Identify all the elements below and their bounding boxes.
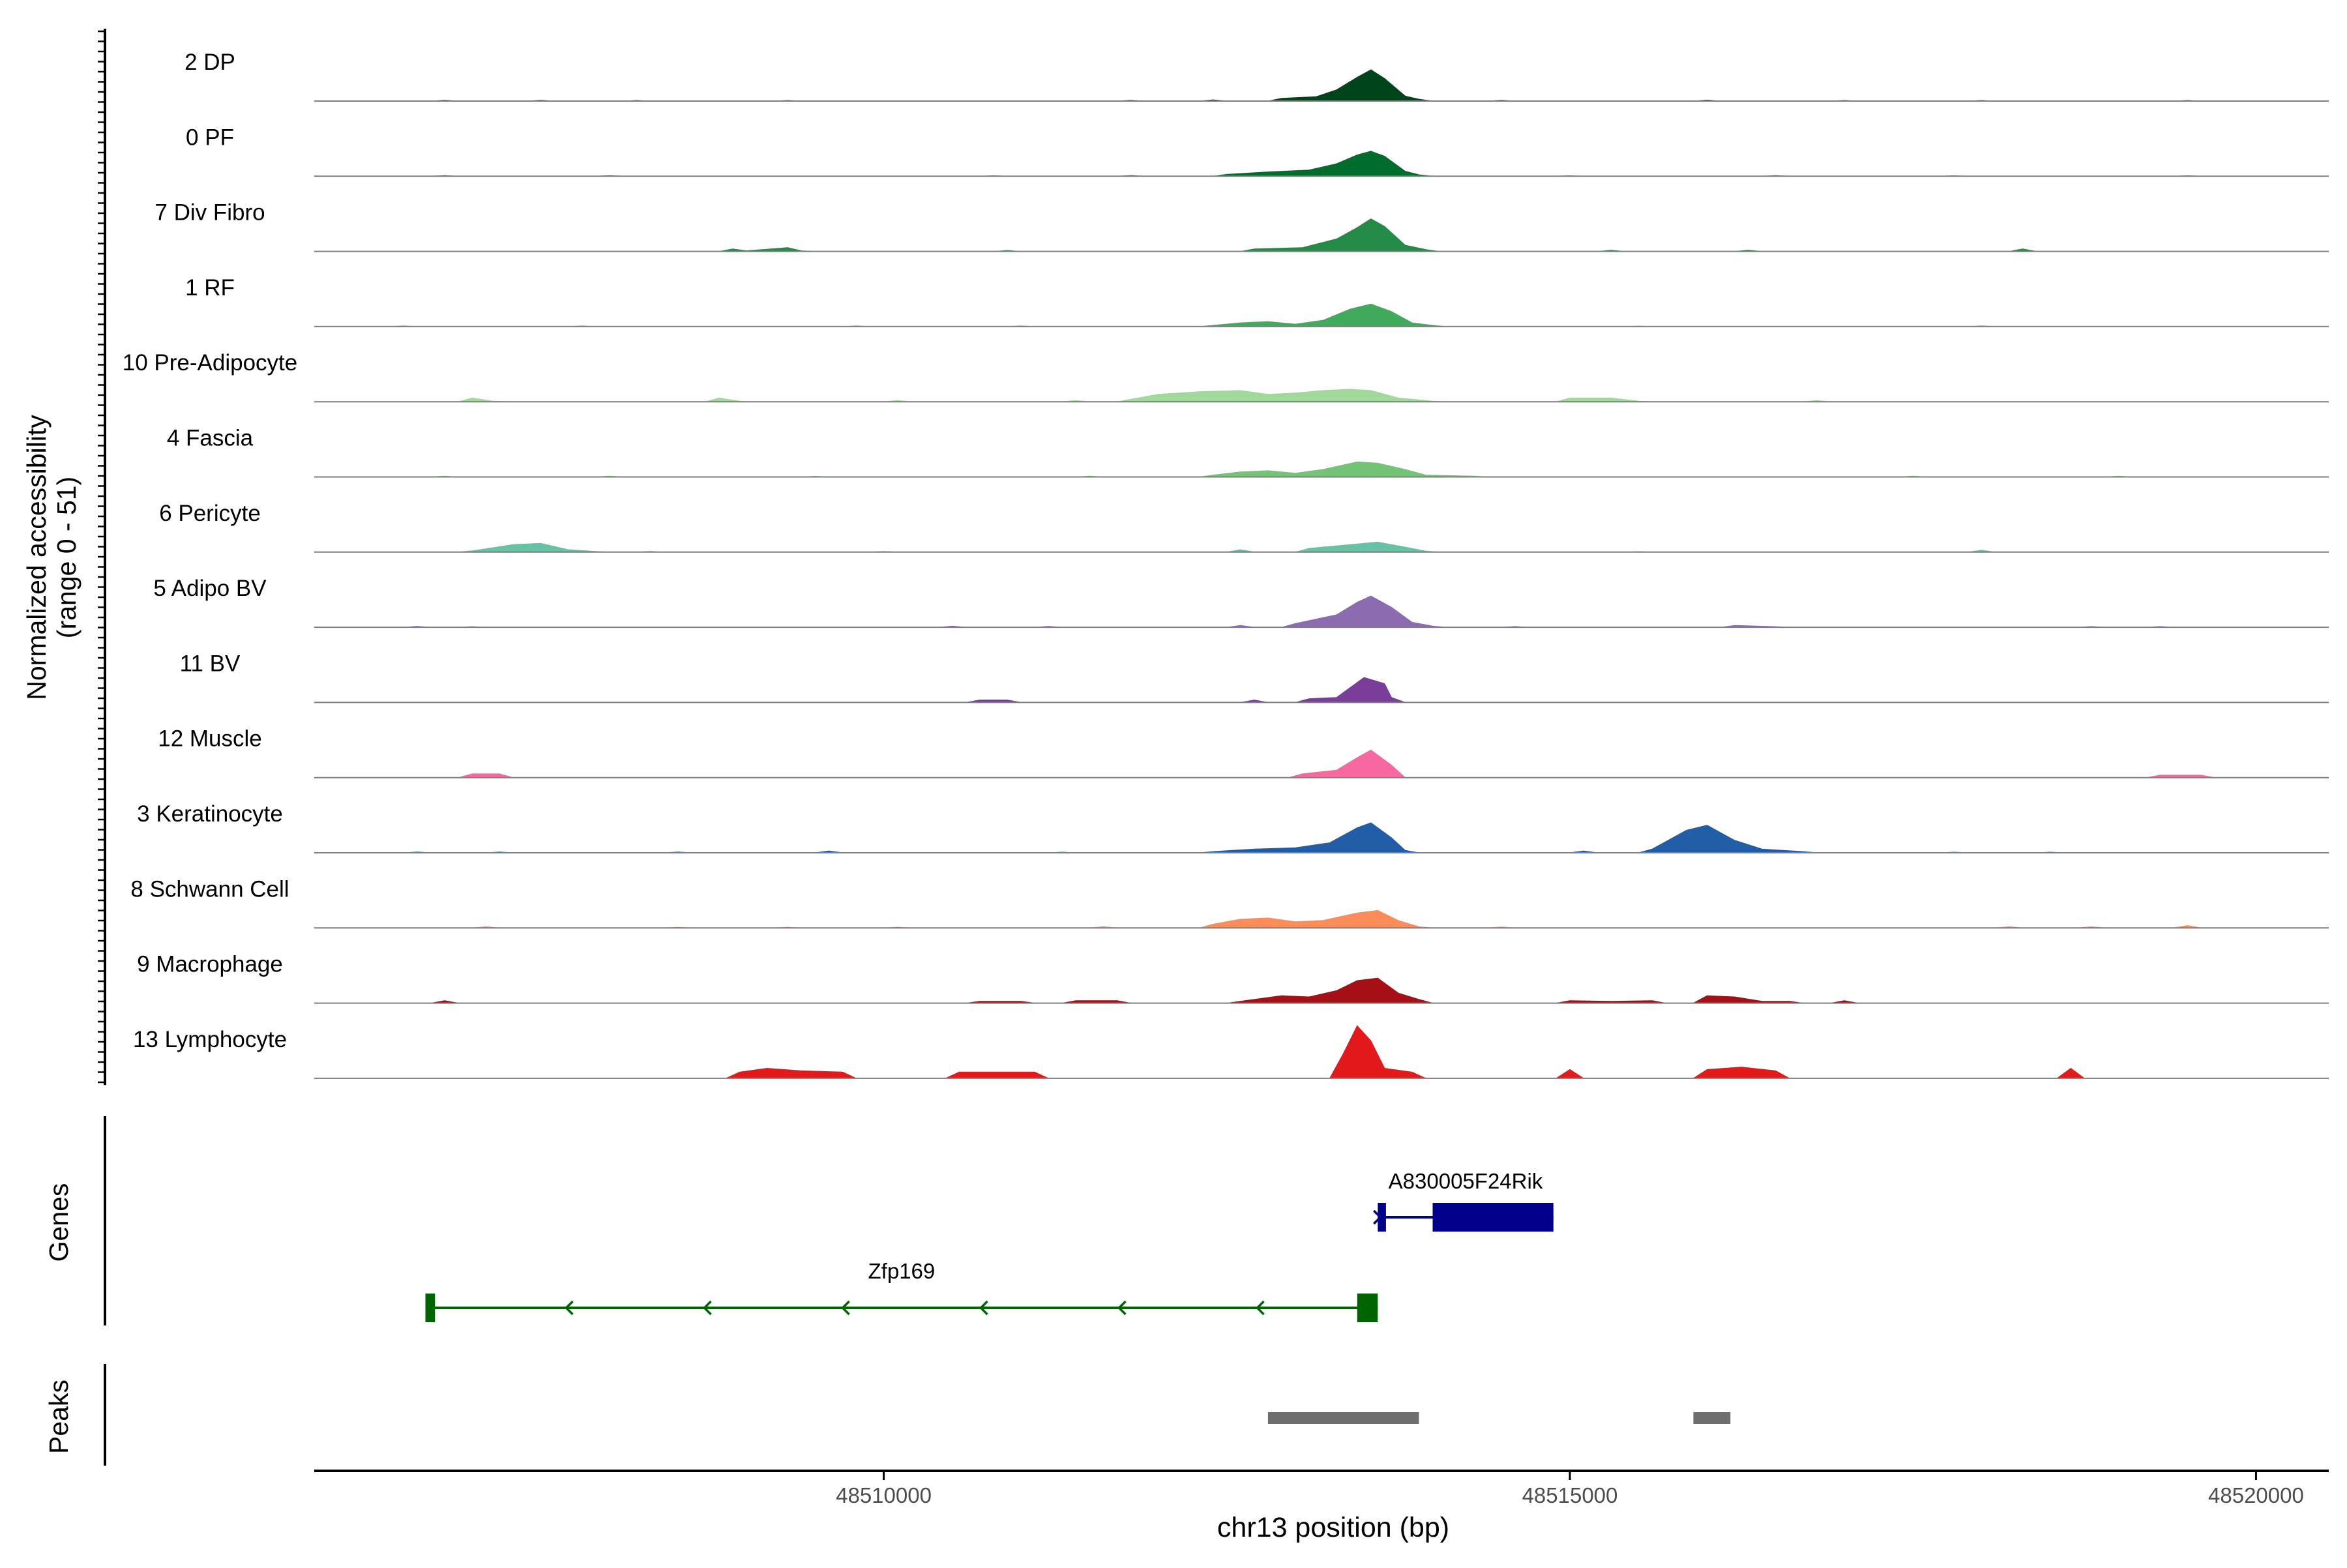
coverage-area xyxy=(726,1025,2086,1079)
gene-exon xyxy=(1357,1294,1378,1322)
strand-arrow xyxy=(1256,1300,1265,1316)
coverage-tracks-group: 2 DP 0 PF 7 Div Fibro 1 RF 10 Pre-Adipocyte 4… xyxy=(123,50,2329,1079)
coverage-track: 6 Pericyte xyxy=(159,501,2329,553)
coverage-area xyxy=(430,69,2202,102)
track-label: 4 Fascia xyxy=(167,426,254,451)
x-axis-label: chr13 position (bp) xyxy=(1217,1512,1449,1543)
coverage-area xyxy=(403,822,2064,853)
gene-track-group: A830005F24Rik Zfp169 xyxy=(425,1169,1554,1322)
track-label: 9 Macrophage xyxy=(137,952,283,977)
track-label: 6 Pericyte xyxy=(159,501,261,526)
gene-model: Zfp169 xyxy=(425,1259,1378,1322)
strand-arrow xyxy=(1117,1300,1127,1316)
coverage-track: 10 Pre-Adipocyte xyxy=(123,350,2329,403)
y-axis-range-label: (range 0 - 51) xyxy=(52,477,81,638)
coverage-area xyxy=(458,389,1831,402)
y-axis-label: Normalized accessibility xyxy=(22,415,52,700)
x-tick-label: 48510000 xyxy=(836,1483,932,1507)
x-tick-label: 48520000 xyxy=(2208,1483,2304,1507)
coverage-area xyxy=(389,303,1996,327)
peak-track-group xyxy=(1267,1412,1731,1424)
track-label: 7 Div Fibro xyxy=(155,200,265,226)
coverage-track: 7 Div Fibro xyxy=(155,200,2329,252)
coverage-track: 12 Muscle xyxy=(158,726,2329,778)
coverage-area xyxy=(430,977,1859,1004)
x-tick-label: 48515000 xyxy=(1522,1483,1618,1507)
coverage-area xyxy=(430,151,2202,177)
track-label: 10 Pre-Adipocyte xyxy=(123,350,297,376)
track-label: 13 Lymphocyte xyxy=(133,1027,287,1052)
gene-exon xyxy=(425,1294,435,1322)
track-label: 3 Keratinocyte xyxy=(137,801,283,827)
left-axis-group xyxy=(98,29,106,1466)
coverage-area xyxy=(430,461,2133,477)
gene-exon xyxy=(1378,1203,1386,1232)
coverage-track: 1 RF xyxy=(185,275,2329,327)
coverage-track: 5 Adipo BV xyxy=(153,576,2329,629)
coverage-track: 9 Macrophage xyxy=(137,952,2329,1004)
peak-bar xyxy=(1693,1412,1731,1424)
strand-arrow xyxy=(703,1300,712,1316)
coverage-track: 3 Keratinocyte xyxy=(137,801,2329,853)
x-axis-group: 48510000 48515000 48520000 xyxy=(314,1470,2329,1507)
coverage-area xyxy=(458,541,1996,553)
coverage-track: 13 Lymphocyte xyxy=(133,1025,2329,1079)
track-label: 8 Schwann Cell xyxy=(130,876,289,902)
coverage-track: 4 Fascia xyxy=(167,426,2329,478)
strand-arrow xyxy=(841,1300,850,1316)
coverage-area xyxy=(458,749,2215,778)
gene-name-label: Zfp169 xyxy=(868,1259,936,1283)
peaks-panel-label: Peaks xyxy=(44,1380,74,1454)
genes-panel-label: Genes xyxy=(44,1183,74,1262)
track-label: 12 Muscle xyxy=(158,726,262,752)
coverage-track: 2 DP xyxy=(185,50,2329,102)
track-label: 5 Adipo BV xyxy=(153,576,267,601)
coverage-area xyxy=(403,595,2174,628)
peak-bar xyxy=(1267,1412,1419,1424)
gene-model: A830005F24Rik xyxy=(1373,1169,1554,1232)
coverage-track: 0 PF xyxy=(186,125,2329,177)
coverage-area xyxy=(966,677,1406,703)
coverage-track: 8 Schwann Cell xyxy=(130,876,2329,929)
strand-arrow xyxy=(979,1300,988,1316)
track-label: 11 BV xyxy=(180,651,241,676)
coverage-area xyxy=(472,910,2202,928)
strand-arrow xyxy=(565,1300,574,1316)
track-label: 0 PF xyxy=(186,125,234,150)
track-label: 2 DP xyxy=(185,50,235,75)
track-label: 1 RF xyxy=(185,275,235,301)
coverage-area xyxy=(718,218,2037,252)
coverage-track: 11 BV xyxy=(180,651,2329,703)
gene-exon xyxy=(1432,1203,1554,1232)
gene-name-label: A830005F24Rik xyxy=(1389,1169,1543,1193)
